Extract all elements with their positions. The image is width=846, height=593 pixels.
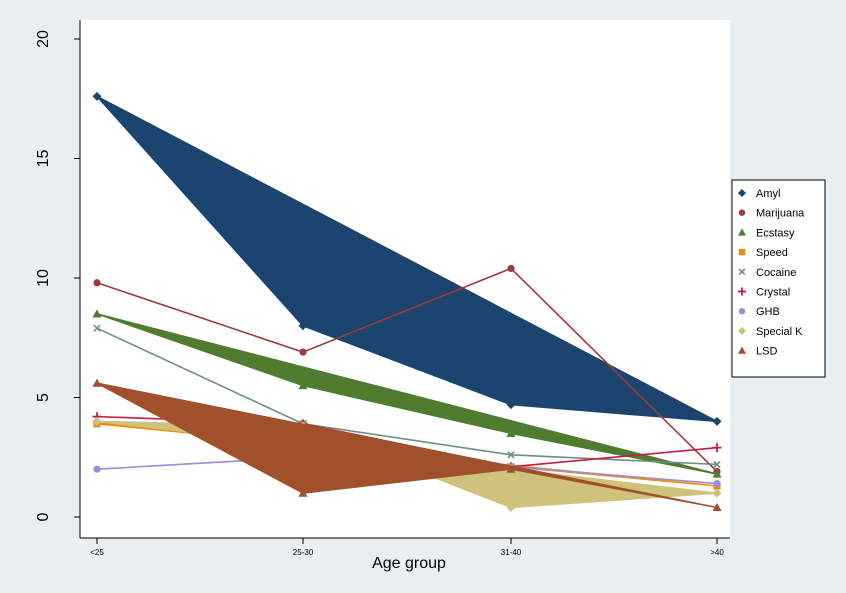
point-amyl-31-40 [506,400,516,410]
legend-label-ecstasy: Ecstasy [756,227,795,239]
point-marijuana-31-40 [507,264,515,273]
point-amyl--40 [712,416,722,426]
legend-marker-cocaine-stroke-b [738,268,746,276]
point-lsd--25 [92,378,102,387]
legend-label-cocaine: Cocaine [756,267,796,279]
series-line-cocaine [96,327,718,466]
y-tick-label-5: 5 [35,393,52,402]
legend-item-ecstasy: Ecstasy [738,227,795,239]
legend-item-lsd: LSD [738,346,777,358]
legend-label-amyl: Amyl [756,188,780,200]
y-tick-label-10: 10 [35,269,52,287]
point-ecstasy-25-30 [298,381,308,390]
point-special-k--25 [92,416,102,426]
axes-layer: 0 5 10 15 20 <25 25-30 31-40 >40 [35,20,730,557]
series-lsd [92,378,722,512]
point-cocaine--25 [93,324,101,332]
legend-item-special-k: Special K [738,326,803,338]
x-tick-label--40: >40 [710,548,724,557]
point-ecstasy-31-40 [506,428,516,437]
legend-marker-lsd [738,346,746,354]
point-ghb--40 [713,479,721,488]
legend-marker-marijuana [738,209,746,216]
point-lsd--40 [712,502,722,512]
legend-item-marijuana: Marijuana [738,208,805,220]
y-tick-label-0: 0 [35,512,52,521]
point-cocaine--25-stroke-b [93,324,101,332]
point-cocaine-31-40-stroke-b [507,451,515,459]
legend-label-marijuana: Marijuana [756,208,805,220]
legend-marker-ecstasy [738,228,746,236]
legend-item-amyl: Amyl [738,188,780,200]
x-tick-label-31-40: 31-40 [501,548,522,557]
legend-marker-cocaine [738,268,746,276]
series-ecstasy [92,309,722,478]
point-ghb--25 [93,465,101,473]
legend-marker-special-k [738,326,746,335]
point-cocaine-31-40 [507,451,515,459]
point-amyl-25-30 [298,321,308,331]
legend-box [731,179,826,378]
x-axis-title: Age group [372,555,446,572]
point-amyl--25 [92,91,102,101]
series-layer [92,91,722,512]
y-tick-label-15: 15 [35,150,52,168]
legend-marker-crystal [738,287,746,296]
point-special-k-31-40 [506,502,516,512]
point-ecstasy--40 [712,469,722,478]
point-special-k--40 [712,488,722,498]
point-cocaine--40 [713,460,721,469]
series-amyl [92,91,722,426]
legend-item-ghb: GHB [738,306,780,318]
legend-marker-amyl [738,189,746,197]
point-marijuana-25-30 [299,348,307,356]
legend-label-lsd: LSD [756,346,777,358]
legend: Amyl Marijuana Ecstasy Speed Cocaine Crystal G… [731,179,826,378]
legend-label-special-k: Special K [756,326,803,338]
point-crystal--40 [712,443,722,453]
legend-item-cocaine: Cocaine [738,267,796,279]
y-tick-label-20: 20 [35,30,52,48]
legend-label-speed: Speed [756,247,788,259]
legend-marker-speed [738,248,746,256]
legend-marker-ghb [738,308,746,315]
x-tick-label--25: <25 [90,548,104,557]
point-lsd-31-40 [506,464,516,473]
point-ecstasy--25 [92,309,102,318]
point-cocaine--40-stroke-b [713,460,721,469]
series-line-marijuana [96,267,718,473]
x-tick-label-25-30: 25-30 [293,548,314,557]
legend-item-speed: Speed [738,247,788,259]
legend-label-ghb: GHB [756,306,780,318]
legend-item-crystal: Crystal [738,287,790,299]
series-cocaine [93,324,721,469]
point-lsd-25-30 [298,488,308,497]
legend-label-crystal: Crystal [756,287,790,299]
point-marijuana--25 [93,279,101,287]
